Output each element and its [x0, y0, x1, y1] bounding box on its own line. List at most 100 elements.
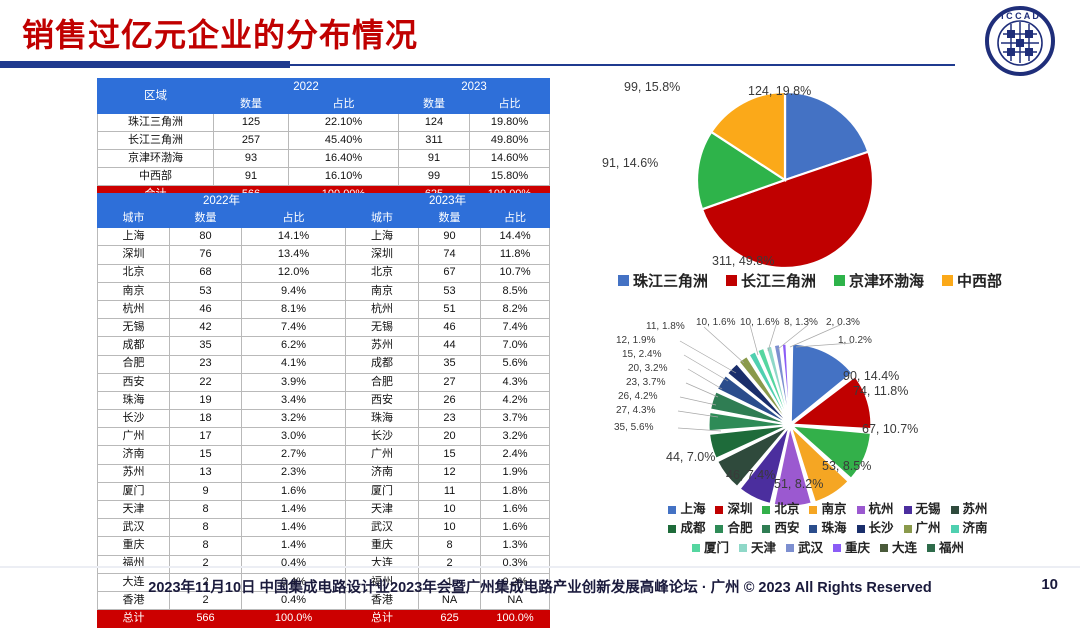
legend-item-成都[interactable]: 成都: [668, 519, 705, 538]
cell-city-2023: 上海: [345, 227, 420, 247]
cell-count-2022: 68: [169, 263, 242, 283]
pie-label-广州: 15, 2.4%: [622, 349, 662, 360]
cell-city-2023: 西安: [345, 390, 420, 411]
cell-share-2023: 8.2%: [480, 299, 551, 320]
table-row: 厦门 9 1.6% 厦门 11 1.8%: [97, 481, 551, 502]
cell-2023-share: 19.80%: [469, 113, 550, 132]
cell-total-share-2023: 100.0%: [480, 609, 551, 628]
table-row: 武汉 8 1.4% 武汉 10 1.6%: [97, 518, 551, 538]
city-pie-svg: [708, 343, 872, 507]
legend-label: 重庆: [845, 540, 871, 555]
cell-2023-count: 91: [398, 149, 470, 168]
th-city-2023: 城市: [345, 208, 420, 229]
city-distribution-table: 2022年 2023年 城市 数量 占比 城市 数量 占比 上海 80 14.1% 上…: [96, 193, 551, 628]
legend-label: 苏州: [962, 502, 988, 516]
legend-item-广州[interactable]: 广州: [903, 519, 941, 538]
pie-label-厦门: 11, 1.8%: [646, 321, 685, 332]
cell-city-2023: 成都: [345, 354, 420, 374]
legend-item-厦门[interactable]: 厦门: [691, 539, 729, 558]
legend-item-大连[interactable]: 大连: [880, 539, 917, 558]
cell-city-2023: 大连: [345, 554, 420, 574]
cell-city-2022: 西安: [97, 372, 170, 392]
legend-item-西安[interactable]: 西安: [762, 519, 799, 538]
pie-label-重庆: 8, 1.3%: [784, 317, 818, 328]
title-divider-thin: [290, 64, 955, 66]
pie-label-北京: 67, 10.7%: [862, 422, 919, 436]
region-distribution-table: 区域 2022 2023 数量 占比 数量 占比 珠江三角洲 125 22.10…: [97, 78, 550, 204]
cell-2022-count: 257: [213, 131, 289, 150]
legend-item-珠江三角洲[interactable]: 珠江三角洲: [617, 270, 708, 291]
cell-city-2023: 杭州: [345, 299, 420, 320]
legend-swatch-icon: [809, 525, 818, 534]
legend-item-天津[interactable]: 天津: [738, 539, 776, 558]
region-pie-svg: [695, 90, 875, 270]
cell-2023-share: 15.80%: [469, 167, 550, 186]
legend-item-杭州[interactable]: 杭州: [856, 500, 894, 519]
cell-total-count-2022: 566: [169, 609, 242, 628]
legend-label: 武汉: [797, 540, 823, 555]
cell-count-2023: 35: [418, 354, 482, 374]
legend-item-长江三角洲[interactable]: 长江三角洲: [725, 270, 816, 291]
cell-count-2022: 8: [169, 518, 242, 538]
legend-label: 济南: [962, 521, 988, 536]
legend-swatch-icon: [617, 275, 629, 286]
cell-count-2023: 90: [418, 227, 482, 247]
legend-swatch-icon: [903, 505, 912, 514]
cell-2022-share: 16.10%: [288, 167, 399, 186]
pie-label-西安: 26, 4.2%: [618, 391, 658, 402]
legend-label: 长沙: [868, 521, 894, 536]
cell-city-2022: 长沙: [97, 409, 170, 429]
cell-share-2023: 8.5%: [480, 281, 551, 301]
table-row: 上海 80 14.1% 上海 90 14.4%: [97, 227, 551, 247]
legend-item-重庆[interactable]: 重庆: [833, 539, 870, 558]
th-city-2022: 城市: [97, 208, 170, 229]
legend-swatch-icon: [668, 505, 677, 514]
legend-item-京津环渤海[interactable]: 京津环渤海: [834, 270, 924, 291]
legend-item-合肥[interactable]: 合肥: [715, 519, 752, 538]
legend-swatch-icon: [691, 544, 700, 553]
legend-label: 成都: [680, 521, 706, 536]
cell-count-2022: 35: [169, 336, 242, 356]
cell-count-2023: 67: [418, 263, 482, 283]
table-header-row: 2022年 2023年: [96, 193, 551, 210]
legend-item-武汉[interactable]: 武汉: [785, 539, 823, 558]
footer-text: 2023年11月10日 中国集成电路设计业2023年会暨广州集成电路产业创新发展…: [148, 580, 932, 596]
pie-label-天津: 10, 1.6%: [696, 317, 736, 328]
legend-swatch-icon: [856, 525, 865, 534]
legend-item-珠海[interactable]: 珠海: [809, 519, 847, 538]
legend-item-济南[interactable]: 济南: [950, 519, 988, 538]
legend-swatch-icon: [927, 544, 936, 553]
legend-item-无锡[interactable]: 无锡: [903, 500, 941, 519]
legend-item-长沙[interactable]: 长沙: [856, 519, 894, 538]
cell-share-2023: 1.9%: [480, 463, 551, 483]
cell-count-2023: 20: [418, 427, 482, 447]
legend-item-南京[interactable]: 南京: [809, 500, 847, 519]
legend-item-中西部[interactable]: 中西部: [942, 270, 1002, 291]
legend-swatch-icon: [809, 505, 818, 514]
table-row: 济南 15 2.7% 广州 15 2.4%: [97, 445, 551, 465]
legend-item-北京[interactable]: 北京: [762, 500, 799, 519]
pie-label-济南: 12, 1.9%: [616, 335, 656, 346]
cell-count-2023: 51: [418, 299, 482, 320]
legend-swatch-icon: [762, 505, 771, 514]
cell-count-2022: 17: [169, 427, 242, 447]
cell-count-2022: 9: [169, 481, 242, 502]
legend-swatch-icon: [715, 525, 724, 534]
cell-count-2022: 22: [169, 372, 242, 392]
pie-label-长沙: 20, 3.2%: [628, 363, 668, 374]
cell-count-2023: 15: [418, 445, 482, 465]
svg-text:I C C A D: I C C A D: [1001, 11, 1039, 21]
legend-item-苏州[interactable]: 苏州: [950, 500, 988, 519]
cell-share-2023: 5.6%: [480, 354, 551, 374]
legend-swatch-icon: [950, 505, 959, 514]
cell-share-2022: 1.4%: [240, 518, 347, 538]
pie-label-深圳: 74, 11.8%: [853, 384, 909, 398]
cell-city-2023: 南京: [345, 281, 420, 301]
legend-item-深圳[interactable]: 深圳: [715, 500, 752, 519]
cell-count-2022: 42: [169, 318, 242, 338]
cell-count-2023: 44: [418, 336, 482, 356]
legend-item-上海[interactable]: 上海: [668, 500, 705, 519]
cell-share-2022: 1.4%: [240, 499, 347, 520]
legend-item-福州[interactable]: 福州: [927, 539, 964, 558]
pie-label-无锡: 46, 7.4%: [726, 468, 776, 482]
